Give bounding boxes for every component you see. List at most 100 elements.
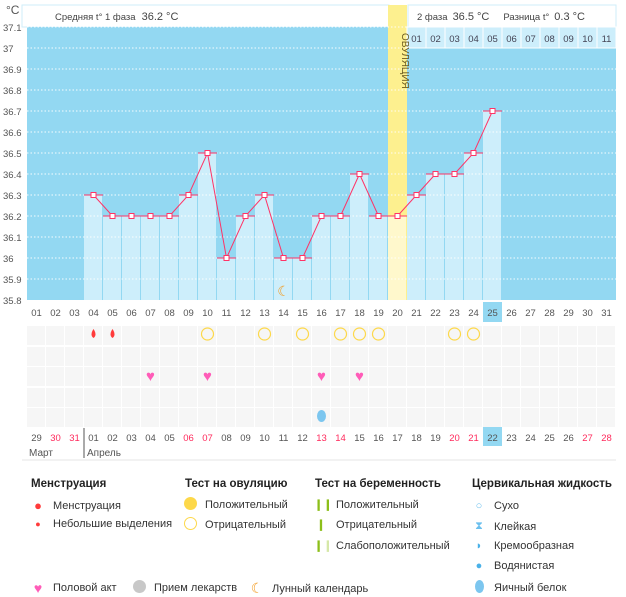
temp-point — [261, 192, 268, 198]
ovulation-negative-icon — [371, 327, 386, 341]
legend-label: Небольшие выделения — [53, 518, 173, 530]
ovulation-negative-icon — [257, 327, 272, 341]
marker-cell — [540, 388, 558, 407]
temp-point — [185, 192, 192, 198]
marker-cell — [578, 326, 596, 345]
cycle-day-label: 21 — [411, 308, 422, 319]
next-cycle-day: 11 — [602, 34, 612, 45]
spotting-drop-icon — [110, 329, 115, 338]
temp-bar — [350, 174, 368, 300]
faint-lines-icon: ❙❙ — [314, 540, 333, 552]
calendar-date: 06 — [183, 433, 194, 444]
marker-cell — [312, 388, 330, 407]
cycle-day-label: 13 — [259, 308, 270, 319]
calendar-date: 12 — [297, 433, 308, 444]
marker-cell — [464, 347, 482, 366]
marker-cell — [426, 347, 444, 366]
ovulation-negative-icon — [295, 327, 310, 341]
legend-sticky: ⧗ Клейкая — [472, 520, 536, 533]
marker-cell — [578, 388, 596, 407]
temp-bar — [407, 195, 425, 300]
marker-cell — [141, 388, 159, 407]
calendar-date: 20 — [449, 433, 460, 444]
marker-cell — [464, 408, 482, 427]
circle-outline-icon — [183, 517, 197, 533]
legend-creamy: ◗ Кремообразная — [472, 540, 574, 552]
marker-cell — [502, 388, 520, 407]
diff-value: 0.3 °C — [554, 11, 585, 23]
marker-cell — [293, 367, 311, 386]
marker-cell — [521, 347, 539, 366]
legend-cervical-title: Цервикальная жидкость — [472, 478, 612, 490]
marker-cell — [407, 388, 425, 407]
marker-cell — [559, 408, 577, 427]
calendar-date: 05 — [164, 433, 175, 444]
calendar-date: 13 — [316, 433, 327, 444]
marker-cell — [502, 367, 520, 386]
temp-point — [147, 213, 154, 219]
legend-label: Положительный — [205, 499, 288, 511]
marker-cell — [65, 326, 83, 345]
cycle-day-label: 07 — [145, 308, 156, 319]
calendar-date: 31 — [69, 433, 80, 444]
marker-cell — [46, 388, 64, 407]
today-highlight — [483, 427, 502, 446]
marker-cell — [426, 367, 444, 386]
marker-cell — [445, 347, 463, 366]
marker-cell — [141, 326, 159, 345]
legend-label: Яичный белок — [494, 582, 567, 594]
marker-cell — [445, 388, 463, 407]
marker-cell — [312, 326, 330, 345]
temp-bar — [293, 258, 311, 300]
marker-cell — [217, 408, 235, 427]
calendar-date: 30 — [50, 433, 61, 444]
marker-cell — [293, 388, 311, 407]
marker-cell — [369, 347, 387, 366]
egg-white-icon — [472, 580, 486, 596]
marker-cell — [521, 388, 539, 407]
marker-cell — [331, 347, 349, 366]
marker-cell — [217, 367, 235, 386]
marker-cell — [597, 388, 615, 407]
cycle-day-label: 20 — [392, 308, 403, 319]
marker-cell — [350, 367, 368, 386]
phase1-label: Средняя t° 1 фаза — [55, 12, 136, 23]
legend-label: Клейкая — [494, 520, 537, 533]
egg-white-icon — [317, 410, 326, 422]
marker-cell — [236, 367, 254, 386]
moon-icon: ☾ — [250, 580, 264, 596]
legend-ov-positive: Положительный — [183, 497, 288, 513]
marker-cell — [179, 367, 197, 386]
marker-cell — [103, 347, 121, 366]
marker-cell — [597, 326, 615, 345]
cycle-day-label: 19 — [373, 308, 384, 319]
next-cycle-day: 04 — [468, 34, 479, 45]
temp-bar — [388, 216, 406, 300]
marker-cell — [122, 367, 140, 386]
heart-icon: ♥ — [317, 368, 326, 385]
ovulation-negative-icon — [352, 327, 367, 341]
marker-cell — [521, 367, 539, 386]
temp-bar — [122, 216, 140, 300]
marker-cell — [27, 347, 45, 366]
marker-cell — [84, 367, 102, 386]
cycle-day-label: 22 — [430, 308, 441, 319]
temp-point — [432, 171, 439, 177]
temp-bar — [426, 174, 444, 300]
next-cycle-day: 07 — [525, 34, 536, 45]
hourglass-icon: ⧗ — [475, 520, 483, 532]
legend-label: Прием лекарств — [154, 582, 238, 594]
marker-cell — [27, 408, 45, 427]
calendar-date: 16 — [373, 433, 384, 444]
marker-cell — [407, 367, 425, 386]
marker-cell — [46, 367, 64, 386]
cycle-day-label: 11 — [222, 308, 232, 319]
cycle-day-label: 04 — [88, 308, 99, 319]
marker-cell — [65, 367, 83, 386]
temp-bar — [198, 153, 216, 300]
calendar-date: 03 — [126, 433, 137, 444]
marker-cell — [27, 388, 45, 407]
marker-cell — [502, 408, 520, 427]
legend-preg-positive: ❙❙ Положительный — [314, 498, 419, 512]
y-tick-label: 37.1 — [3, 23, 22, 34]
